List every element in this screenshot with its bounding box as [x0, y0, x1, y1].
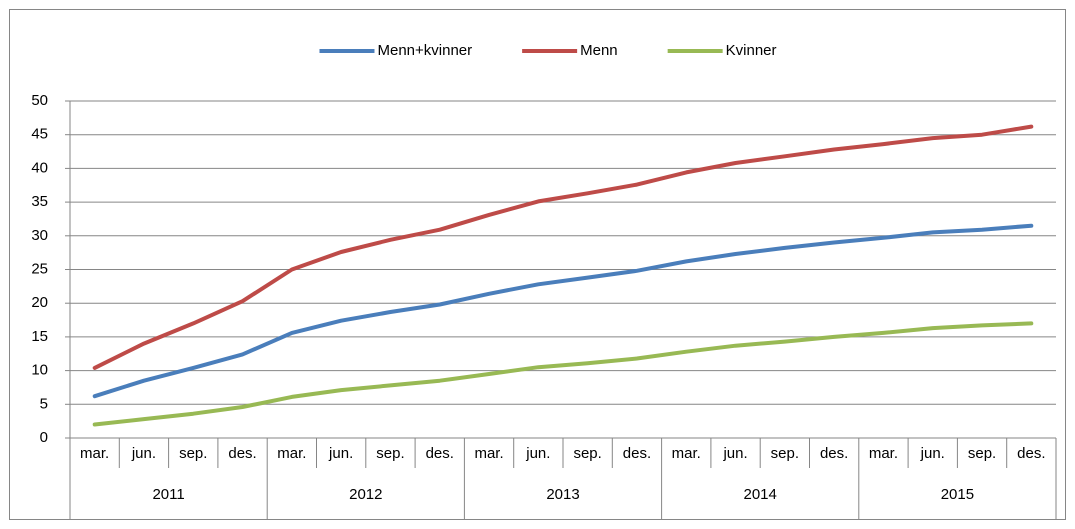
- legend-label: Kvinner: [726, 42, 777, 59]
- y-tick-label: 50: [31, 92, 48, 109]
- y-tick-label: 35: [31, 193, 48, 210]
- x-tick-label: sep.: [179, 445, 207, 462]
- y-tick-label: 5: [40, 395, 48, 412]
- x-tick-label: des.: [820, 445, 848, 462]
- x-tick-label: jun.: [525, 445, 550, 462]
- x-group-label: 2011: [152, 486, 184, 503]
- x-tick-label: mar.: [672, 445, 701, 462]
- x-group-label: 2012: [349, 486, 382, 503]
- x-tick-label: mar.: [80, 445, 109, 462]
- x-tick-label: mar.: [869, 445, 898, 462]
- y-tick-label: 30: [31, 227, 48, 244]
- x-tick-label: des.: [426, 445, 454, 462]
- chart-frame: [9, 9, 1066, 520]
- x-tick-label: jun.: [722, 445, 747, 462]
- x-tick-label: des.: [1017, 445, 1045, 462]
- y-tick-label: 0: [40, 429, 48, 446]
- x-tick-label: sep.: [573, 445, 601, 462]
- series-line: [92, 223, 1034, 399]
- series-line: [92, 124, 1034, 370]
- y-tick-label: 40: [31, 159, 48, 176]
- y-tick-label: 45: [31, 126, 48, 143]
- y-tick-label: 15: [31, 328, 48, 345]
- x-tick-label: jun.: [920, 445, 945, 462]
- x-tick-label: des.: [228, 445, 256, 462]
- x-tick-label: mar.: [474, 445, 503, 462]
- y-tick-label: 10: [31, 362, 48, 379]
- x-tick-label: mar.: [277, 445, 306, 462]
- x-group-label: 2014: [744, 486, 777, 503]
- x-tick-label: jun.: [328, 445, 353, 462]
- x-tick-label: sep.: [771, 445, 799, 462]
- x-tick-label: sep.: [376, 445, 404, 462]
- x-tick-label: des.: [623, 445, 651, 462]
- y-tick-label: 25: [31, 260, 48, 277]
- x-group-label: 2013: [546, 486, 579, 503]
- x-group-label: 2015: [941, 486, 974, 503]
- x-tick-label: sep.: [968, 445, 996, 462]
- legend-label: Menn: [580, 42, 618, 59]
- series-line: [92, 321, 1034, 427]
- legend-label: Menn+kvinner: [377, 42, 472, 59]
- y-tick-label: 20: [31, 294, 48, 311]
- x-tick-label: jun.: [131, 445, 156, 462]
